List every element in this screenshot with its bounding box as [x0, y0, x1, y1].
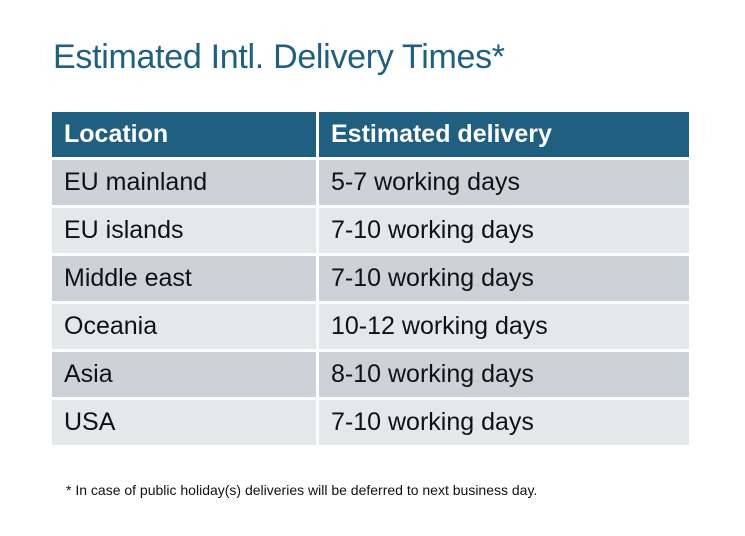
delivery-cell: 7-10 working days: [319, 208, 689, 253]
location-cell: Oceania: [52, 304, 316, 349]
table-row: Middle east 7-10 working days: [52, 256, 689, 301]
table-header-row: Location Estimated delivery: [52, 112, 689, 157]
location-cell: Asia: [52, 352, 316, 397]
delivery-cell: 7-10 working days: [319, 256, 689, 301]
delivery-table: Location Estimated delivery EU mainland …: [49, 109, 692, 448]
header-estimated-delivery: Estimated delivery: [319, 112, 689, 157]
location-cell: Middle east: [52, 256, 316, 301]
delivery-cell: 5-7 working days: [319, 160, 689, 205]
location-cell: USA: [52, 400, 316, 445]
delivery-cell: 10-12 working days: [319, 304, 689, 349]
location-cell: EU islands: [52, 208, 316, 253]
table-row: Oceania 10-12 working days: [52, 304, 689, 349]
page-title: Estimated Intl. Delivery Times*: [53, 38, 505, 76]
table-row: Asia 8-10 working days: [52, 352, 689, 397]
table-row: USA 7-10 working days: [52, 400, 689, 445]
table-row: EU mainland 5-7 working days: [52, 160, 689, 205]
table-row: EU islands 7-10 working days: [52, 208, 689, 253]
footnote: * In case of public holiday(s) deliverie…: [66, 482, 538, 498]
delivery-cell: 7-10 working days: [319, 400, 689, 445]
location-cell: EU mainland: [52, 160, 316, 205]
header-location: Location: [52, 112, 316, 157]
delivery-cell: 8-10 working days: [319, 352, 689, 397]
